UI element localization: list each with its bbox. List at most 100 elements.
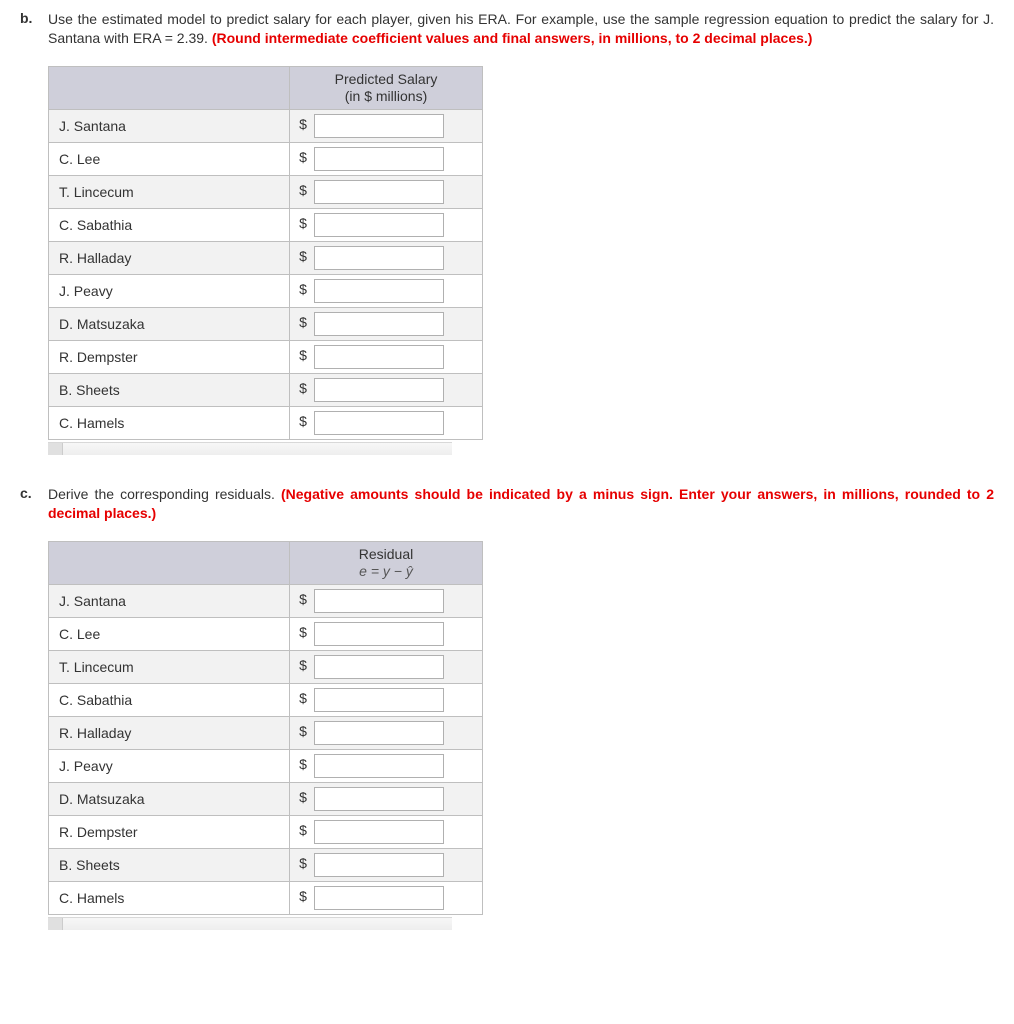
- dollar-sign: $: [296, 789, 310, 805]
- residual-input[interactable]: [314, 655, 444, 679]
- value-cell: $: [290, 782, 483, 815]
- header-line1-b: Predicted Salary: [335, 71, 438, 87]
- value-cell: $: [290, 617, 483, 650]
- player-name-cell: J. Santana: [49, 109, 290, 142]
- table-row: R. Halladay$: [49, 716, 483, 749]
- header-line1-c: Residual: [359, 546, 413, 562]
- player-name-cell: C. Hamels: [49, 406, 290, 439]
- dollar-sign: $: [296, 690, 310, 706]
- value-cell: $: [290, 815, 483, 848]
- table-row: J. Santana$: [49, 584, 483, 617]
- table-row: J. Santana$: [49, 109, 483, 142]
- residual-input[interactable]: [314, 688, 444, 712]
- table-row: C. Hamels$: [49, 881, 483, 914]
- header-predicted-salary: Predicted Salary (in $ millions): [290, 66, 483, 109]
- residual-input[interactable]: [314, 622, 444, 646]
- player-name-cell: J. Santana: [49, 584, 290, 617]
- dollar-sign: $: [296, 248, 310, 264]
- table-row: C. Sabathia$: [49, 208, 483, 241]
- dollar-sign: $: [296, 314, 310, 330]
- residual-input[interactable]: [314, 886, 444, 910]
- player-name-cell: C. Sabathia: [49, 208, 290, 241]
- dollar-sign: $: [296, 657, 310, 673]
- predicted-salary-table: Predicted Salary (in $ millions) J. Sant…: [48, 66, 483, 440]
- section-letter-c: c.: [20, 485, 48, 501]
- value-cell: $: [290, 208, 483, 241]
- table-row: R. Halladay $: [49, 241, 483, 274]
- value-cell: $: [290, 848, 483, 881]
- player-name-cell: C. Lee: [49, 142, 290, 175]
- table-row: C. Lee $: [49, 617, 483, 650]
- value-cell: $: [290, 175, 483, 208]
- dollar-sign: $: [296, 822, 310, 838]
- dollar-sign: $: [296, 888, 310, 904]
- dollar-sign: $: [296, 149, 310, 165]
- player-name-cell: J. Peavy: [49, 749, 290, 782]
- section-b: b. Use the estimated model to predict sa…: [20, 10, 994, 455]
- player-name-cell: R. Halladay: [49, 241, 290, 274]
- table-wrap-b: Predicted Salary (in $ millions) J. Sant…: [48, 66, 994, 440]
- player-name-cell: J. Peavy: [49, 274, 290, 307]
- residual-input[interactable]: [314, 820, 444, 844]
- predicted-salary-input[interactable]: [314, 147, 444, 171]
- player-name-cell: B. Sheets: [49, 373, 290, 406]
- dollar-sign: $: [296, 624, 310, 640]
- predicted-salary-input[interactable]: [314, 114, 444, 138]
- section-letter-b: b.: [20, 10, 48, 26]
- header-empty-c: [49, 541, 290, 584]
- prompt-text-c: Derive the corresponding residuals. (Neg…: [48, 485, 994, 523]
- scrollbar-stub-b: [48, 442, 452, 455]
- residual-input[interactable]: [314, 754, 444, 778]
- player-name-cell: B. Sheets: [49, 848, 290, 881]
- predicted-salary-input[interactable]: [314, 411, 444, 435]
- value-cell: $: [290, 307, 483, 340]
- table-row: D. Matsuzaka $: [49, 782, 483, 815]
- table-row: R. Dempster $: [49, 815, 483, 848]
- dollar-sign: $: [296, 855, 310, 871]
- predicted-salary-input[interactable]: [314, 345, 444, 369]
- player-name-cell: R. Dempster: [49, 340, 290, 373]
- prompt-text-b: Use the estimated model to predict salar…: [48, 10, 994, 48]
- header-empty-b: [49, 66, 290, 109]
- value-cell: $: [290, 373, 483, 406]
- player-name-cell: D. Matsuzaka: [49, 307, 290, 340]
- player-name-cell: C. Lee: [49, 617, 290, 650]
- residual-input[interactable]: [314, 853, 444, 877]
- value-cell: $: [290, 650, 483, 683]
- player-name-cell: D. Matsuzaka: [49, 782, 290, 815]
- table-row: J. Peavy$: [49, 749, 483, 782]
- player-name-cell: R. Dempster: [49, 815, 290, 848]
- prompt-red-b: (Round intermediate coefficient values a…: [212, 30, 813, 46]
- predicted-salary-input[interactable]: [314, 180, 444, 204]
- table-row: D. Matsuzaka $: [49, 307, 483, 340]
- table-row: T. Lincecum$: [49, 650, 483, 683]
- value-cell: $: [290, 683, 483, 716]
- residual-input[interactable]: [314, 589, 444, 613]
- residual-input[interactable]: [314, 787, 444, 811]
- table-row: R. Dempster$: [49, 340, 483, 373]
- predicted-salary-input[interactable]: [314, 312, 444, 336]
- table-row: C. Hamels$: [49, 406, 483, 439]
- value-cell: $: [290, 142, 483, 175]
- residual-input[interactable]: [314, 721, 444, 745]
- player-name-cell: T. Lincecum: [49, 175, 290, 208]
- predicted-salary-input[interactable]: [314, 246, 444, 270]
- table-row: B. Sheets$: [49, 373, 483, 406]
- value-cell: $: [290, 881, 483, 914]
- prompt-row-c: c. Derive the corresponding residuals. (…: [20, 485, 994, 523]
- value-cell: $: [290, 749, 483, 782]
- table-row: C. Lee $: [49, 142, 483, 175]
- header-line2-c: e = y − ŷ: [359, 563, 413, 579]
- table-row: B. Sheets $: [49, 848, 483, 881]
- value-cell: $: [290, 241, 483, 274]
- table-wrap-c: Residual e = y − ŷ J. Santana$ C. Lee$ T…: [48, 541, 994, 915]
- predicted-salary-input[interactable]: [314, 213, 444, 237]
- predicted-salary-input[interactable]: [314, 378, 444, 402]
- prompt-plain-c: Derive the corresponding residuals.: [48, 486, 281, 502]
- table-row: C. Sabathia$: [49, 683, 483, 716]
- predicted-salary-input[interactable]: [314, 279, 444, 303]
- value-cell: $: [290, 716, 483, 749]
- prompt-row-b: b. Use the estimated model to predict sa…: [20, 10, 994, 48]
- player-name-cell: R. Halladay: [49, 716, 290, 749]
- table-row: J. Peavy$: [49, 274, 483, 307]
